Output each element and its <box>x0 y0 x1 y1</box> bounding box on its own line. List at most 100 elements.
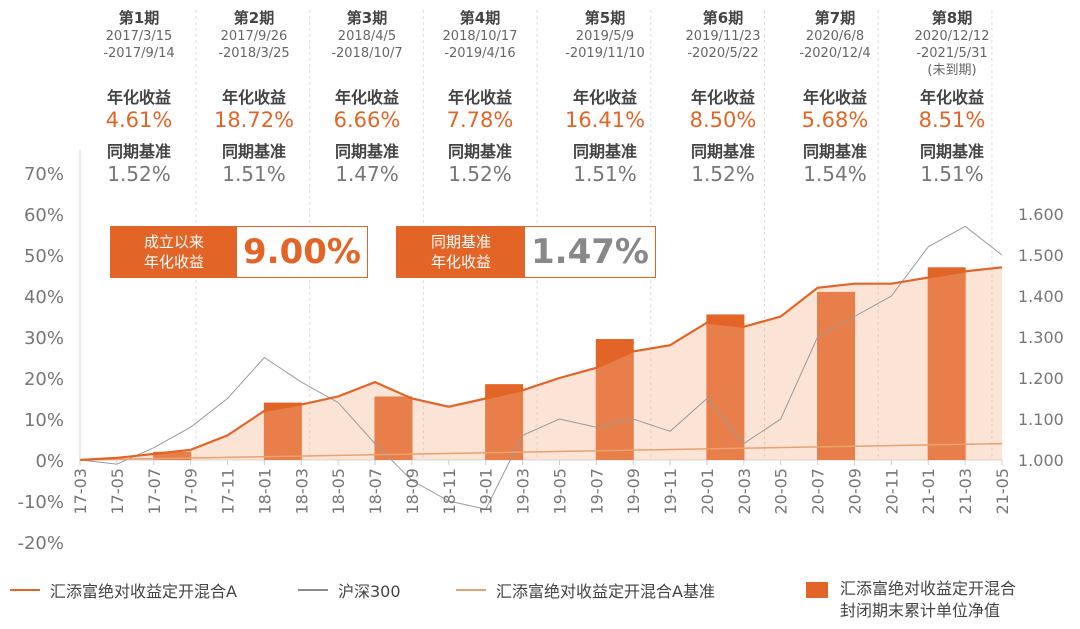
period-note <box>549 62 661 79</box>
y-tick-right: 1.600 <box>1018 205 1064 224</box>
period-name: 第8期 <box>931 9 973 27</box>
return-value: 8.50% <box>689 108 757 132</box>
benchmark-label: 同期基准 <box>572 142 637 161</box>
y-tick-left: 20% <box>24 369 64 390</box>
benchmark-value: 1.47% <box>335 162 399 186</box>
period-end: -2020/12/4 <box>799 46 871 61</box>
benchmark-value: 1.52% <box>691 162 755 186</box>
period-name: 第6期 <box>702 9 744 27</box>
benchmark-value: 1.51% <box>573 162 637 186</box>
fund-line <box>79 266 1003 462</box>
x-tick-label: 20-09 <box>845 468 864 515</box>
benchmark-label: 同期基准 <box>690 142 755 161</box>
legend-label: 汇添富绝对收益定开混合A <box>50 582 237 601</box>
x-tick-label: 17-07 <box>145 468 164 515</box>
x-tick-label: 19-03 <box>514 468 533 515</box>
period-end: -2017/9/14 <box>103 46 175 61</box>
x-tick-label: 19-01 <box>477 468 496 515</box>
fund-area <box>80 267 1002 460</box>
period-name: 第2期 <box>233 9 275 27</box>
period-note <box>83 62 195 79</box>
legend-hs300: 沪深300 <box>298 578 401 602</box>
y-tick-right: 1.100 <box>1018 410 1064 429</box>
y-tick-left: 10% <box>24 410 64 431</box>
return-value: 8.51% <box>918 108 986 132</box>
x-tick-label: 18-05 <box>329 468 348 515</box>
x-tick-label: 21-03 <box>956 468 975 515</box>
period-start: 2019/11/23 <box>685 29 761 44</box>
x-tick-label: 18-07 <box>366 468 385 515</box>
period-end: -2018/10/7 <box>331 46 403 61</box>
benchmark-label: 同期基准 <box>447 142 512 161</box>
x-tick-label: 21-05 <box>993 468 1012 515</box>
return-label: 年化收益 <box>802 88 867 107</box>
nav-bar <box>153 451 192 460</box>
x-tick-label: 20-03 <box>735 468 754 515</box>
period-column: 第6期 2019/11/23 -2020/5/22 年化收益 8.50% 同期基准 1.52… <box>667 8 779 186</box>
period-note <box>311 62 423 79</box>
benchmark-line <box>79 442 1003 461</box>
period-start: 2019/5/9 <box>575 29 635 44</box>
period-end: -2019/4/16 <box>444 46 516 61</box>
x-tick-label: 19-09 <box>624 468 643 515</box>
y-tick-left: 70% <box>24 164 64 185</box>
return-label: 年化收益 <box>572 88 637 107</box>
period-start: 2020/6/8 <box>805 29 865 44</box>
x-tick-label: 20-01 <box>698 468 717 515</box>
y-axis-left: -20% -10% 0% 10% 20% 30% 40% 50% 60% 70% <box>17 164 64 554</box>
badge-label-line2: 年化收益 <box>143 253 204 271</box>
legend-bar: 汇添富绝对收益定开混合 封闭期末累计单位净值 <box>806 578 1016 622</box>
x-tick-label: 19-07 <box>587 468 606 515</box>
legend-label: 汇添富绝对收益定开混合 <box>840 579 1017 598</box>
legend-label: 汇添富绝对收益定开混合A基准 <box>496 582 715 601</box>
return-label: 年化收益 <box>919 88 984 107</box>
period-column: 第8期 2020/12/12 -2021/5/31 (未到期) 年化收益 8.51% 同期基… <box>896 8 1008 186</box>
return-value: 18.72% <box>213 108 295 132</box>
y-tick-left: 50% <box>24 246 64 267</box>
legend-line-swatch <box>10 589 40 591</box>
period-column: 第1期 2017/3/15 -2017/9/14 年化收益 4.61% 同期基准 1.52% <box>83 8 195 186</box>
badge-label-line1: 同期基准 <box>430 233 491 251</box>
benchmark-value: 1.51% <box>222 162 286 186</box>
legend-line-swatch <box>456 589 486 591</box>
period-start: 2018/4/5 <box>337 29 397 44</box>
period-note <box>779 62 891 79</box>
return-value: 7.78% <box>446 108 514 132</box>
x-tick-label: 17-11 <box>219 468 238 515</box>
period-start: 2020/12/12 <box>914 29 990 44</box>
y-tick-left: 60% <box>24 205 64 226</box>
y-tick-left: -10% <box>17 492 64 513</box>
x-tick-label: 17-09 <box>182 468 201 515</box>
period-name: 第4期 <box>459 9 501 27</box>
x-tick-label: 20-07 <box>809 468 828 515</box>
y-tick-left: 40% <box>24 287 64 308</box>
x-axis: 17-03 17-05 17-07 17-09 17-11 18-01 18-03 18-05… <box>71 460 1012 515</box>
period-end: -2018/3/25 <box>218 46 290 61</box>
return-value: 4.61% <box>105 108 173 132</box>
legend-benchmark: 汇添富绝对收益定开混合A基准 <box>456 578 715 602</box>
period-column: 第5期 2019/5/9 -2019/11/10 年化收益 16.41% 同期基准 1.51… <box>549 8 661 186</box>
x-tick-label: 18-03 <box>292 468 311 515</box>
badge-label-line2: 年化收益 <box>430 253 491 271</box>
period-note <box>198 62 310 79</box>
return-label: 年化收益 <box>106 88 171 107</box>
y-tick-right: 1.400 <box>1018 287 1064 306</box>
x-tick-label: 18-09 <box>403 468 422 515</box>
y-tick-right: 1.500 <box>1018 246 1064 265</box>
period-start: 2017/3/15 <box>105 29 173 44</box>
return-label: 年化收益 <box>221 88 286 107</box>
y-tick-right: 1.300 <box>1018 328 1064 347</box>
return-label: 年化收益 <box>447 88 512 107</box>
return-value: 5.68% <box>801 108 869 132</box>
benchmark-label: 同期基准 <box>221 142 286 161</box>
benchmark-value: 1.52% <box>107 162 171 186</box>
period-note <box>424 62 536 79</box>
period-end: -2020/5/22 <box>687 46 759 61</box>
x-tick-label: 19-11 <box>661 468 680 515</box>
since-inception-badge: 成立以来 年化收益 9.00% <box>110 226 368 278</box>
return-label: 年化收益 <box>690 88 755 107</box>
x-tick-label: 19-05 <box>550 468 569 515</box>
y-tick-left: 0% <box>35 451 64 472</box>
x-tick-label: 17-05 <box>108 468 127 515</box>
